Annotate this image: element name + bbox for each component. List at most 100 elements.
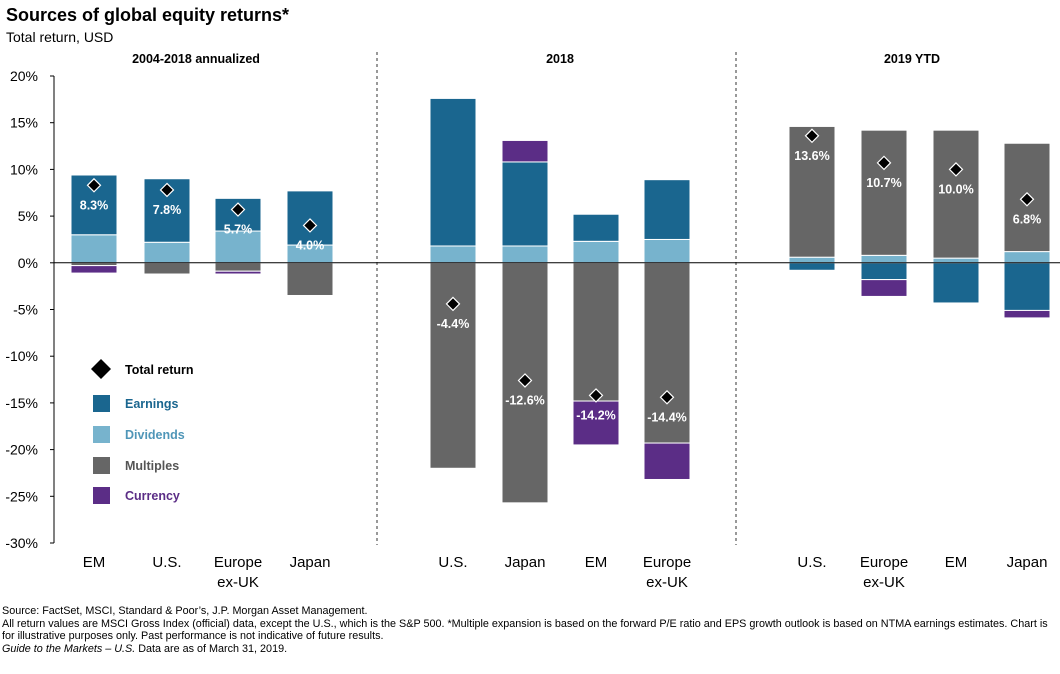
total-return-label: 10.7% [866,176,901,190]
footer-data-date: Data are as of March 31, 2019. [135,642,288,655]
bar-segment-currency [572,400,620,446]
bar-segment-multiples [932,129,980,259]
bar-segment-multiples [860,129,908,256]
category-label: Europe [214,554,262,571]
group-header: 2018 [546,52,574,66]
legend-swatch-multiples [93,457,110,474]
bar-segment-dividends [429,245,477,264]
total-return-marker [659,389,675,405]
bar-segment-currency [860,279,908,297]
bar-segment-dividends [143,241,191,264]
bar-segment-multiples [143,262,191,275]
legend-swatch-dividends [93,426,110,443]
legend-label: Total return [125,363,194,377]
bar-segment-earnings [501,161,549,247]
stacked-bar-chart: 20% 15% 10% 5% 0% -5% -10% -15% -20% -25% -30% 2004… [5,52,1060,591]
y-tick-label: -10% [5,348,38,364]
y-tick-label: -25% [5,488,38,504]
total-return-label: 4.0% [296,238,325,252]
category-label: EM [585,554,608,571]
group-header: 2004-2018 annualized [132,52,260,66]
bar-segment-multiples [214,262,262,272]
y-tick-label: 15% [10,115,38,131]
total-return-label: 8.3% [80,198,109,212]
bar-segment-earnings [860,262,908,281]
bar-segment-dividends [572,240,620,264]
bar-segment-dividends [501,245,549,264]
legend-label: Earnings [125,397,179,411]
category-label: ex-UK [217,574,259,591]
bar-segment-earnings [788,262,836,271]
y-tick-label: -5% [13,302,38,318]
legend-label: Multiples [125,459,179,473]
y-tick-label: 5% [18,208,38,224]
chart-footer: Source: FactSet, MSCI, Standard & Poor’s… [2,605,1058,655]
total-return-label: 7.8% [153,203,182,217]
category-label: ex-UK [863,574,905,591]
bar-segment-multiples [572,262,620,402]
bar-segment-earnings [643,179,691,240]
y-tick-label: -20% [5,442,38,458]
total-return-marker [230,202,246,217]
bar-segment-multiples [788,125,836,258]
total-return-label: 13.6% [794,149,829,163]
category-label: Japan [1007,554,1048,571]
bar-segment-earnings [932,262,980,304]
bar-segment-currency [643,442,691,480]
total-return-marker [302,218,318,233]
chart-title: Sources of global equity returns* [6,5,290,25]
legend-swatch-currency [93,487,110,504]
bar-segment-dividends [788,256,836,264]
total-return-marker [876,155,892,171]
bar-segment-currency [70,265,118,274]
chart-subtitle: Total return, USD [6,29,114,45]
category-label: Europe [860,554,908,571]
bar-segment-multiples [286,262,334,296]
bar-segment-currency [214,270,262,275]
category-label: Japan [290,554,331,571]
total-return-marker [804,128,820,144]
bar-segment-earnings [1003,262,1051,311]
bar-segment-earnings [286,190,334,246]
y-tick-label: 0% [18,255,38,271]
y-tick-label: 20% [10,68,38,84]
category-label: Japan [505,554,546,571]
y-tick-label: -15% [5,395,38,411]
footer-source: Source: FactSet, MSCI, Standard & Poor’s… [2,605,368,617]
footer-date: Guide to the Markets – U.S. Data are as … [2,643,1058,656]
bar-segment-multiples [429,262,477,469]
total-return-label: -14.2% [576,408,616,422]
total-return-marker [517,373,533,388]
bar-segment-dividends [70,234,118,264]
bar-segment-currency [501,139,549,163]
y-tick-label: 10% [10,161,38,177]
bar-segment-dividends [1003,251,1051,264]
legend-label: Dividends [125,428,185,442]
bar-segment-dividends [643,238,691,264]
bar-segment-dividends [932,257,980,264]
total-return-marker [588,388,604,403]
legend-swatch-earnings [93,395,110,412]
group-header: 2019 YTD [884,52,940,66]
bar-segment-earnings [572,213,620,242]
bar-segment-earnings [429,97,477,247]
total-return-marker [445,296,461,312]
total-return-marker [1019,191,1035,207]
total-return-label: -14.4% [647,410,687,424]
footer-note: All return values are MSCI Gross Index (… [2,617,1048,643]
legend-label: Currency [125,489,180,503]
category-label: EM [945,554,968,571]
category-label: EM [83,554,106,571]
category-label: U.S. [438,554,467,571]
category-label: Europe [643,554,691,571]
total-return-label: 5.7% [224,223,253,237]
total-return-marker [159,182,175,198]
total-return-label: -12.6% [505,393,545,407]
total-return-marker [948,162,964,177]
y-tick-label: -30% [5,535,38,551]
category-label: U.S. [152,554,181,571]
category-label: ex-UK [646,574,688,591]
category-label: U.S. [797,554,826,571]
total-return-label: -4.4% [437,317,470,331]
bar-segment-currency [1003,309,1051,319]
